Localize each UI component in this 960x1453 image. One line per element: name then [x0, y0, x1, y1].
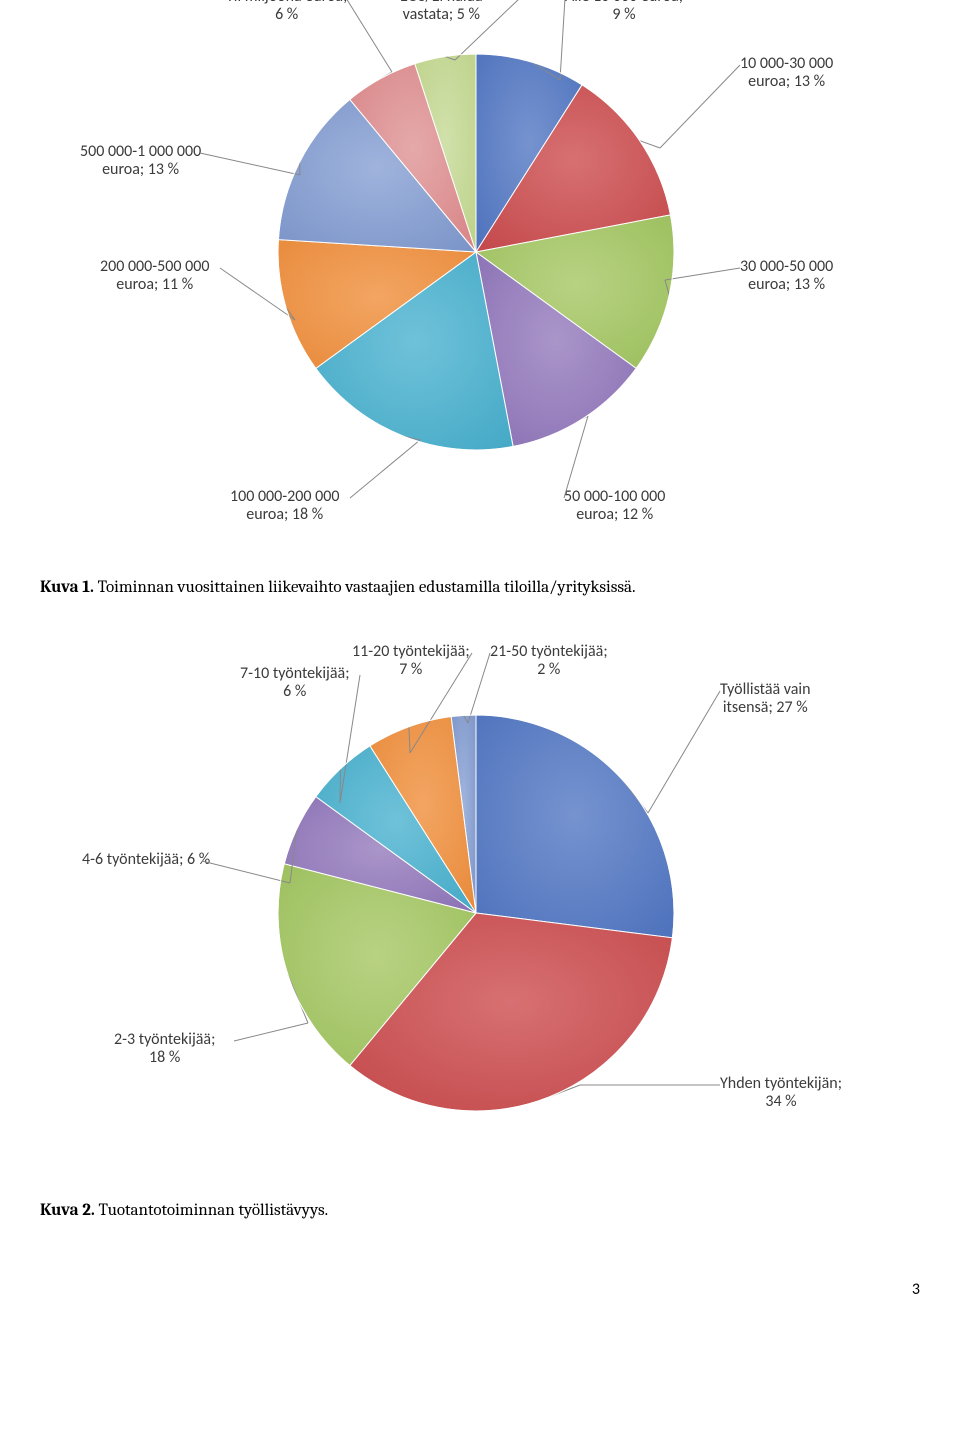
chart1-caption-text: Toiminnan vuosittainen liikevaihto vasta… [94, 578, 636, 597]
leader-line [200, 153, 300, 175]
pie-slice [476, 715, 674, 938]
leader-line [648, 691, 720, 813]
employment-pie-chart: Työllistää vainitsensä; 27 %Yhden työnte… [40, 623, 920, 1183]
leader-line [660, 65, 740, 148]
leader-line [564, 416, 588, 498]
leader-line [455, 0, 520, 60]
leader-line [350, 440, 420, 498]
revenue-pie-chart: Alle 10 000 euroa;9 %10 000-30 000euroa;… [40, 0, 920, 560]
chart1-caption-bold: Kuva 1. [40, 578, 94, 597]
chart2-caption-text: Tuotantotoiminnan työllistävyys. [95, 1201, 328, 1220]
leader-line [468, 653, 490, 723]
chart2-caption: Kuva 2. Tuotantotoiminnan työllistävyys. [40, 1201, 920, 1220]
leader-line [234, 1023, 308, 1041]
page-number: 3 [40, 1280, 920, 1299]
leader-line [560, 0, 565, 80]
chart1-caption: Kuva 1. Toiminnan vuosittainen liikevaih… [40, 578, 920, 597]
chart2-caption-bold: Kuva 2. [40, 1201, 95, 1220]
leader-line [665, 268, 740, 280]
leader-line [346, 0, 392, 72]
leader-line [202, 861, 290, 883]
